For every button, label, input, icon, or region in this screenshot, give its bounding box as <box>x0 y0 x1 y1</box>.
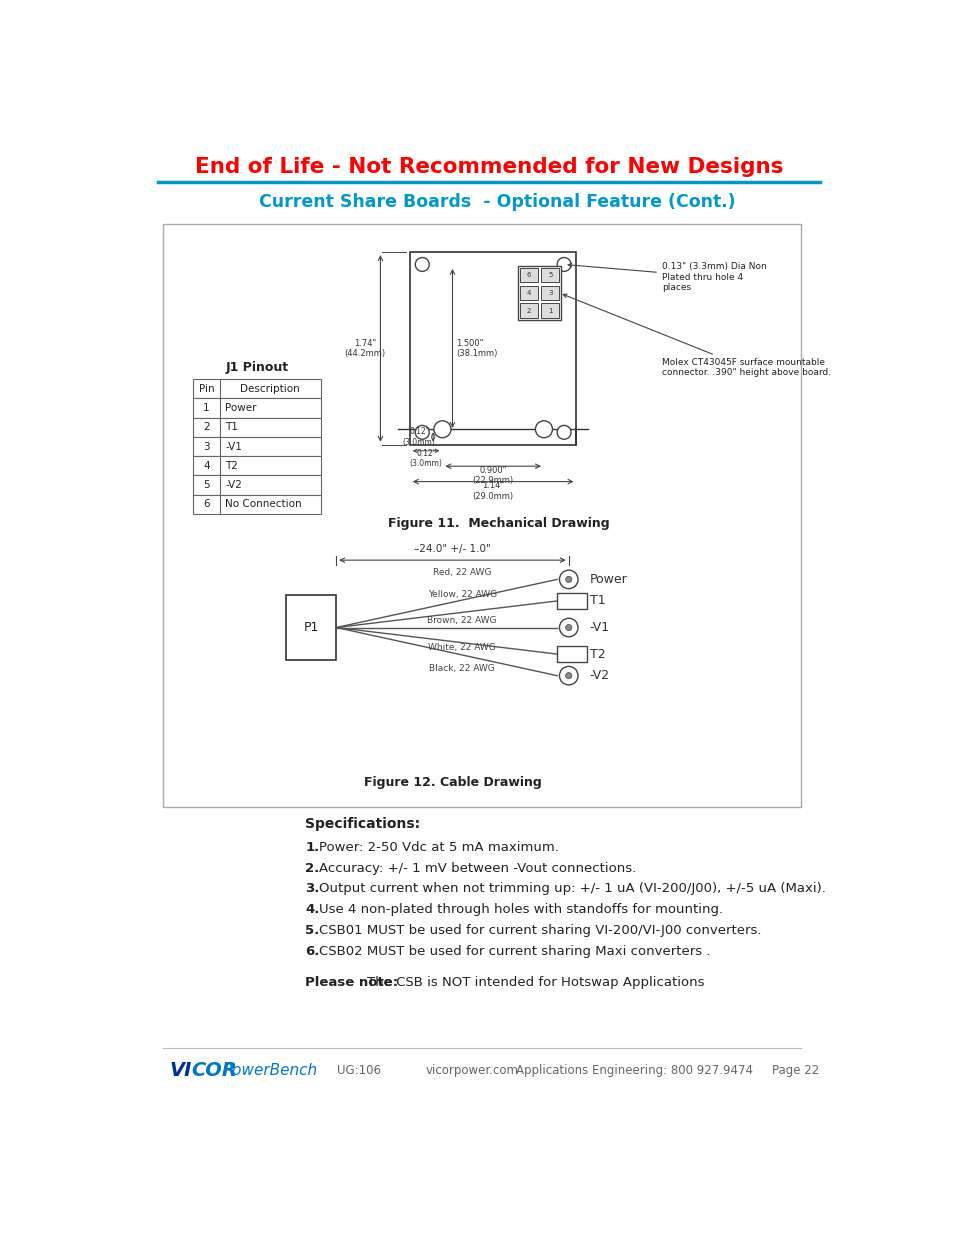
Text: 2.: 2. <box>305 862 319 874</box>
Text: T1: T1 <box>589 594 604 608</box>
Text: Page 22: Page 22 <box>771 1065 819 1077</box>
Text: Power: Power <box>589 573 627 585</box>
Text: 5: 5 <box>548 272 552 278</box>
Text: Brown, 22 AWG: Brown, 22 AWG <box>427 616 497 625</box>
Circle shape <box>557 425 571 440</box>
Text: Please note:: Please note: <box>305 977 398 989</box>
Bar <box>519 304 537 319</box>
Text: J1 Pinout: J1 Pinout <box>225 361 288 374</box>
Text: CSB01 MUST be used for current sharing VI-200/VI-J00 converters.: CSB01 MUST be used for current sharing V… <box>319 924 760 937</box>
Text: -V2: -V2 <box>589 669 609 682</box>
Text: 0.12"
(3.0mm): 0.12" (3.0mm) <box>402 427 436 447</box>
Text: Current Share Boards  - Optional Feature (Cont.): Current Share Boards - Optional Feature … <box>258 193 735 211</box>
Text: 2: 2 <box>526 308 531 314</box>
Text: 3: 3 <box>548 290 552 296</box>
Text: 3.: 3. <box>305 883 319 895</box>
Text: CSB02 MUST be used for current sharing Maxi converters .: CSB02 MUST be used for current sharing M… <box>319 945 710 958</box>
Circle shape <box>558 571 578 589</box>
Text: No Connection: No Connection <box>225 499 302 509</box>
Text: VI: VI <box>170 1061 192 1081</box>
Circle shape <box>415 258 429 272</box>
Circle shape <box>565 673 571 679</box>
Text: 1.14"
(29.0mm): 1.14" (29.0mm) <box>472 482 514 500</box>
Text: P1: P1 <box>303 621 318 634</box>
Circle shape <box>558 619 578 637</box>
Text: The CSB is NOT intended for Hotswap Applications: The CSB is NOT intended for Hotswap Appl… <box>367 977 704 989</box>
Text: Pin: Pin <box>198 384 214 394</box>
Text: 6: 6 <box>526 272 531 278</box>
Bar <box>540 285 558 300</box>
Circle shape <box>558 667 578 685</box>
Text: -V1: -V1 <box>225 442 242 452</box>
Text: T2: T2 <box>225 461 238 471</box>
Text: White, 22 AWG: White, 22 AWG <box>428 642 496 652</box>
Text: 1.: 1. <box>305 841 319 853</box>
Text: 3: 3 <box>203 442 210 452</box>
Text: –24.0" +/- 1.0": –24.0" +/- 1.0" <box>414 543 491 553</box>
Text: COR: COR <box>192 1061 237 1081</box>
Text: 6: 6 <box>203 499 210 509</box>
Circle shape <box>415 425 429 440</box>
Text: Accuracy: +/- 1 mV between -Vout connections.: Accuracy: +/- 1 mV between -Vout connect… <box>319 862 636 874</box>
Text: Black, 22 AWG: Black, 22 AWG <box>429 664 495 673</box>
Text: PowerBench: PowerBench <box>217 1063 316 1078</box>
Bar <box>557 593 586 609</box>
Text: 5: 5 <box>203 480 210 490</box>
Text: Output current when not trimming up: +/- 1 uA (VI-200/J00), +/-5 uA (Maxi).: Output current when not trimming up: +/-… <box>319 883 825 895</box>
Circle shape <box>434 421 451 437</box>
Text: 0.900"
(22.9mm): 0.900" (22.9mm) <box>472 466 514 485</box>
Bar <box>193 399 320 417</box>
Bar <box>193 475 320 495</box>
Bar <box>286 595 335 661</box>
Bar <box>410 252 576 445</box>
Text: vicorpower.com: vicorpower.com <box>425 1065 517 1077</box>
Text: T1: T1 <box>225 422 238 432</box>
Text: Molex CT43045F surface mountable
connector. .390" height above board.: Molex CT43045F surface mountable connect… <box>562 294 830 378</box>
Text: Use 4 non-plated through holes with standoffs for mounting.: Use 4 non-plated through holes with stan… <box>319 903 722 916</box>
Text: Yellow, 22 AWG: Yellow, 22 AWG <box>427 589 497 599</box>
Text: 2: 2 <box>203 422 210 432</box>
Text: 1: 1 <box>548 308 552 314</box>
Text: -V1: -V1 <box>589 621 609 634</box>
Text: 4.: 4. <box>305 903 319 916</box>
Text: 0.13" (3.3mm) Dia Non
Plated thru hole 4
places: 0.13" (3.3mm) Dia Non Plated thru hole 4… <box>567 262 765 291</box>
Text: 6.: 6. <box>305 945 319 958</box>
Text: 4: 4 <box>203 461 210 471</box>
Bar <box>517 266 560 320</box>
Circle shape <box>565 625 571 631</box>
Bar <box>193 437 320 456</box>
Text: Description: Description <box>240 384 300 394</box>
Text: 0.12"
(3.0mm): 0.12" (3.0mm) <box>409 448 442 468</box>
Bar <box>557 646 586 662</box>
Bar <box>193 417 320 437</box>
Text: 4: 4 <box>526 290 531 296</box>
Text: T2: T2 <box>589 647 604 661</box>
Text: Power: 2-50 Vdc at 5 mA maximum.: Power: 2-50 Vdc at 5 mA maximum. <box>319 841 558 853</box>
Bar <box>519 285 537 300</box>
Text: Applications Engineering: 800 927.9474: Applications Engineering: 800 927.9474 <box>516 1065 752 1077</box>
Text: Red, 22 AWG: Red, 22 AWG <box>433 568 491 577</box>
Text: 1.74"
(44.2mm): 1.74" (44.2mm) <box>344 338 385 358</box>
Text: Specifications:: Specifications: <box>305 818 420 831</box>
Bar <box>163 224 801 806</box>
Bar <box>193 379 320 399</box>
Bar <box>193 456 320 475</box>
Text: Figure 12. Cable Drawing: Figure 12. Cable Drawing <box>363 776 540 789</box>
Bar <box>540 268 558 283</box>
Text: 1: 1 <box>203 403 210 412</box>
Text: Figure 11.  Mechanical Drawing: Figure 11. Mechanical Drawing <box>388 517 609 531</box>
Bar <box>519 268 537 283</box>
Text: -V2: -V2 <box>225 480 242 490</box>
Text: 5.: 5. <box>305 924 319 937</box>
Text: End of Life - Not Recommended for New Designs: End of Life - Not Recommended for New De… <box>194 157 782 177</box>
Text: Power: Power <box>225 403 256 412</box>
Text: 1.500"
(38.1mm): 1.500" (38.1mm) <box>456 338 497 358</box>
Circle shape <box>565 577 571 583</box>
Circle shape <box>557 258 571 272</box>
Bar <box>193 495 320 514</box>
Bar <box>540 304 558 319</box>
Circle shape <box>535 421 552 437</box>
Text: UG:106: UG:106 <box>337 1065 381 1077</box>
